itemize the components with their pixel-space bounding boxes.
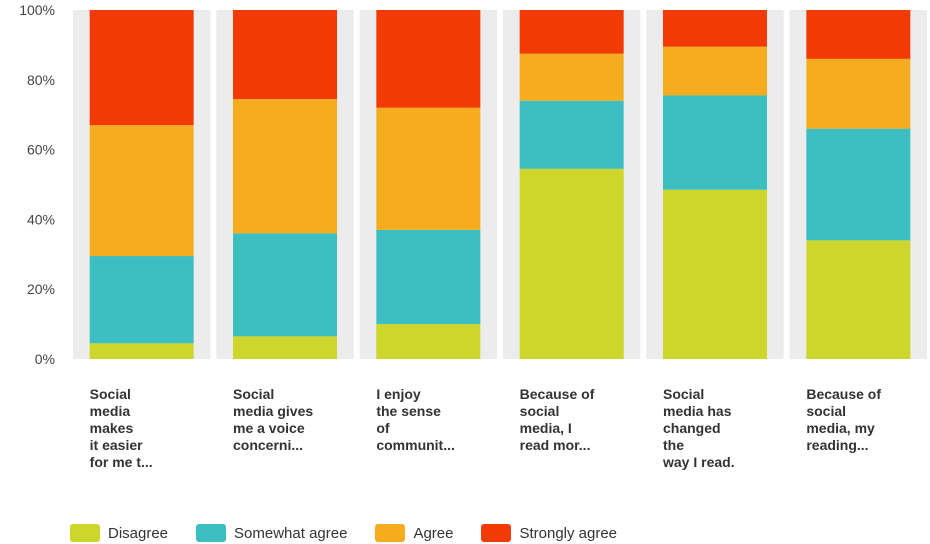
category-label-line: media has [663, 403, 732, 419]
category-label-1: Social media gives me a voice concerni... [233, 386, 313, 453]
category-label-line: it easier [90, 437, 143, 453]
category-label-line: media, I [520, 420, 572, 436]
legend-swatch-strongly-agree [481, 524, 512, 542]
legend-item-strongly-agree: Strongly agree [481, 524, 617, 542]
category-label-line: communit... [376, 437, 455, 453]
legend-swatch-disagree [70, 524, 100, 542]
category-label-line: social [520, 403, 560, 419]
category-label-line: the [663, 437, 684, 453]
bar-segment-strongly-agree-2 [376, 10, 481, 108]
legend-label-strongly-agree: Strongly agree [519, 524, 618, 542]
y-tick-label: 40% [27, 211, 55, 227]
bar-segment-disagree-3 [519, 168, 624, 359]
legend-item-disagree: Disagree [70, 524, 168, 542]
legend-label-disagree: Disagree [108, 524, 169, 542]
category-label-line: Social [233, 386, 274, 402]
y-tick-label: 0% [35, 351, 55, 367]
bar-segment-somewhat-agree-4 [663, 95, 767, 190]
category-label-line: concerni... [233, 437, 303, 453]
legend-swatch-somewhat-agree [196, 524, 227, 542]
bar-segment-strongly-agree-5 [806, 10, 911, 59]
bar-segment-somewhat-agree-2 [376, 229, 481, 325]
category-label-line: makes [90, 420, 134, 436]
bar-segment-disagree-2 [376, 324, 481, 359]
category-label-line: media gives [233, 403, 313, 419]
bar-segment-somewhat-agree-1 [233, 233, 337, 337]
bar-segment-somewhat-agree-5 [806, 128, 911, 241]
bar-segment-agree-5 [806, 58, 911, 129]
stacked-bar-chart: 0%20%40%60%80%100%Social media makes it eas… [19, 2, 927, 470]
category-label-5: Because of social media, my reading... [806, 386, 881, 453]
bar-segment-agree-1 [233, 98, 337, 234]
category-label-line: Because of [520, 386, 595, 402]
category-label-4: Social media has changed the way I read. [662, 386, 735, 470]
category-label-line: social [806, 403, 846, 419]
category-label-line: me a voice [233, 420, 305, 436]
bar-segment-agree-0 [89, 125, 194, 257]
y-tick-label: 100% [19, 2, 55, 18]
category-label-2: I enjoy the sense of communit... [376, 386, 455, 453]
bar-segment-disagree-0 [89, 343, 194, 359]
category-label-line: read mor... [520, 437, 591, 453]
category-label-line: reading... [806, 437, 868, 453]
bar-segment-disagree-4 [663, 189, 767, 359]
legend-label-somewhat-agree: Somewhat agree [234, 524, 348, 542]
category-label-line: of [376, 420, 390, 436]
category-label-line: Social [90, 386, 131, 402]
category-label-line: Social [663, 386, 704, 402]
bar-segment-agree-4 [663, 46, 767, 96]
y-tick-label: 80% [27, 72, 55, 88]
bar-segment-strongly-agree-1 [233, 10, 337, 99]
category-label-0: Social media makes it easier for me t... [90, 386, 153, 470]
bar-segment-somewhat-agree-3 [519, 100, 624, 169]
legend-label-agree: Agree [413, 524, 454, 542]
bar-segment-agree-2 [376, 107, 481, 230]
legend-item-agree: Agree [375, 524, 453, 542]
legend-swatch-agree [375, 524, 406, 542]
y-tick-label: 20% [27, 281, 55, 297]
bar-segment-disagree-1 [233, 336, 337, 359]
category-label-line: media [90, 403, 131, 419]
bar-segment-strongly-agree-3 [519, 10, 624, 54]
legend: Disagree Somewhat agree Agree Strongly a… [70, 522, 645, 544]
category-label-line: changed [663, 420, 721, 436]
category-label-line: for me t... [90, 454, 153, 470]
bar-segment-agree-3 [519, 53, 624, 101]
category-label-line: the sense [376, 403, 441, 419]
category-label-line: Because of [806, 386, 881, 402]
bar-segment-strongly-agree-0 [89, 10, 194, 126]
legend-item-somewhat-agree: Somewhat agree [196, 524, 347, 542]
bar-segment-strongly-agree-4 [663, 10, 767, 47]
bar-segment-somewhat-agree-0 [89, 256, 194, 344]
category-label-line: I enjoy [376, 386, 421, 402]
category-label-line: media, my [806, 420, 875, 436]
category-label-line: way I read. [662, 454, 735, 470]
y-tick-label: 60% [27, 142, 55, 158]
bar-segment-disagree-5 [806, 240, 911, 359]
